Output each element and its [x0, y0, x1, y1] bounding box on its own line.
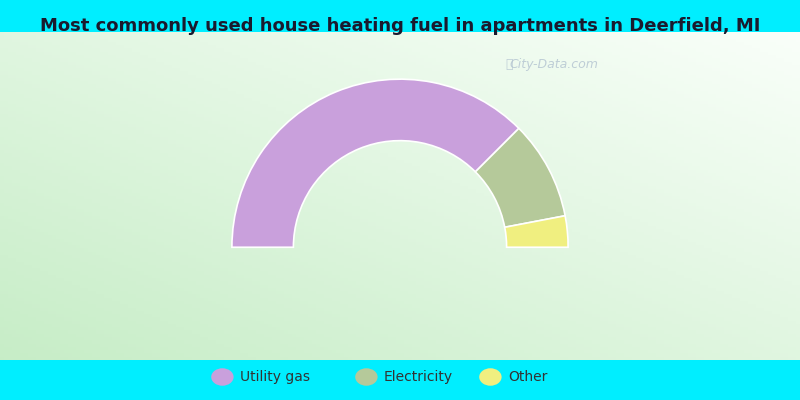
Text: City-Data.com: City-Data.com [509, 58, 598, 71]
Text: Electricity: Electricity [384, 370, 453, 384]
Text: Other: Other [508, 370, 547, 384]
Ellipse shape [479, 368, 502, 386]
Wedge shape [505, 216, 568, 247]
Text: Utility gas: Utility gas [240, 370, 310, 384]
Text: Most commonly used house heating fuel in apartments in Deerfield, MI: Most commonly used house heating fuel in… [40, 17, 760, 35]
Wedge shape [232, 79, 519, 247]
Ellipse shape [355, 368, 378, 386]
Wedge shape [475, 128, 565, 227]
Text: ⓘ: ⓘ [506, 58, 513, 71]
Ellipse shape [211, 368, 234, 386]
